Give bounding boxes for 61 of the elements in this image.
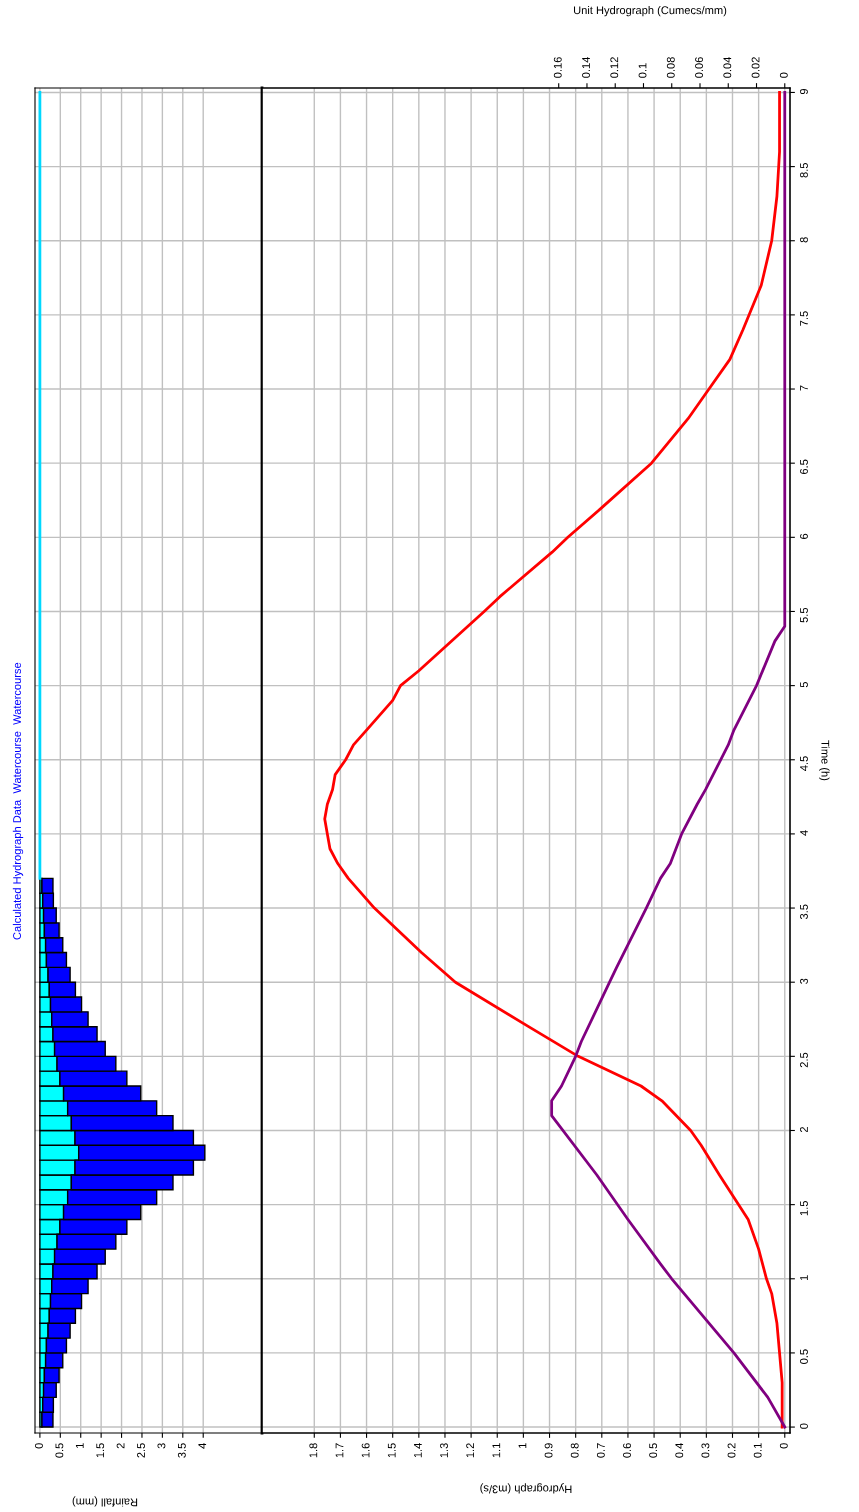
y-tick-label: 4.5 <box>800 756 808 771</box>
y-tick-label: 1 <box>800 1275 808 1281</box>
x2-tick-label: 0.06 <box>695 57 703 78</box>
y-tick-label: 6.5 <box>800 459 808 475</box>
x-tick-label: 1.6 <box>361 1443 370 1458</box>
x-tick-label: 0 <box>35 1443 43 1449</box>
x-tick-label: 0.3 <box>701 1443 710 1458</box>
y-tick-label: 5 <box>800 682 808 688</box>
y-tick-label: 8 <box>800 237 808 243</box>
y-tick-label: 5.5 <box>800 607 808 623</box>
x-tick-label: 0.2 <box>727 1443 736 1458</box>
text: Calculated Hydrograph Data Watercourse Watercourse <box>12 662 24 940</box>
y-tick-label: 9 <box>800 88 808 95</box>
x2-tick-label: 0.1 <box>638 63 647 78</box>
x-tick-label: 0.8 <box>570 1443 579 1458</box>
x-tick-label: 2.5 <box>137 1443 145 1458</box>
x-tick-label: 1.2 <box>466 1443 474 1458</box>
y-axis-title: Time (h) <box>819 740 830 781</box>
x-tick-label: 1.8 <box>309 1443 318 1458</box>
x-tick-label: 3 <box>157 1443 166 1449</box>
x-tick-label: 1 <box>518 1443 527 1449</box>
x-tick-label: 0.7 <box>596 1443 605 1458</box>
x-tick-label: 0.4 <box>675 1443 684 1458</box>
x-tick-label: 0.6 <box>623 1443 631 1458</box>
x2-tick-label: 0 <box>779 72 788 78</box>
x-tick-label: 0.1 <box>753 1443 762 1458</box>
y-tick-label: 2.5 <box>800 1052 808 1068</box>
y-tick-label: 7.5 <box>800 311 808 326</box>
x-tick-label: 4 <box>198 1443 207 1449</box>
x-tick-label: 1.3 <box>440 1443 448 1458</box>
y-tick-label: 0.5 <box>800 1349 808 1364</box>
x2-tick-label: 0.12 <box>610 57 619 78</box>
y-tick-label: 8.5 <box>800 163 808 178</box>
y-tick-label: 7 <box>800 385 808 391</box>
x-tick-label: 1.7 <box>335 1443 344 1458</box>
x-tick-label: 2 <box>116 1443 125 1449</box>
x-tick-label: 0 <box>779 1443 788 1449</box>
y-tick-label: 4 <box>800 830 808 836</box>
y-tick-label: 2 <box>800 1127 808 1133</box>
x-tick-label: 1 <box>75 1443 84 1449</box>
x2-tick-label: 0.14 <box>582 56 590 78</box>
y-tick-label: 6 <box>800 533 808 539</box>
y-tick-label: 0 <box>800 1423 808 1429</box>
x-tick-label: 0.5 <box>55 1443 64 1458</box>
x2-tick-label: 0.08 <box>666 57 675 78</box>
y-tick-label: 3.5 <box>800 904 808 920</box>
y-tick-label: 1.5 <box>800 1201 808 1216</box>
x-tick-label: 0.9 <box>544 1443 553 1458</box>
x-tick-label: 1.5 <box>96 1443 105 1458</box>
x2-tick-label: 0.16 <box>553 57 562 78</box>
x2-tick-label: 0.02 <box>751 57 760 78</box>
x-tick-label: 0.5 <box>649 1443 658 1458</box>
x-tick-label: 1.4 <box>414 1443 422 1458</box>
x-tick-label: 1.5 <box>387 1443 396 1458</box>
x-axis-title: Rainfall (mm) <box>72 1496 138 1507</box>
x2-tick-label: 0.04 <box>723 56 732 78</box>
x2-axis-title: Unit Hydrograph (Cumecs/mm) <box>573 5 727 17</box>
x-axis-title: Hydrograph (m3/s) <box>480 1483 572 1494</box>
x-tick-label: 1.1 <box>492 1443 501 1458</box>
y-tick-label: 3 <box>800 978 808 984</box>
x-tick-label: 3.5 <box>177 1443 186 1458</box>
